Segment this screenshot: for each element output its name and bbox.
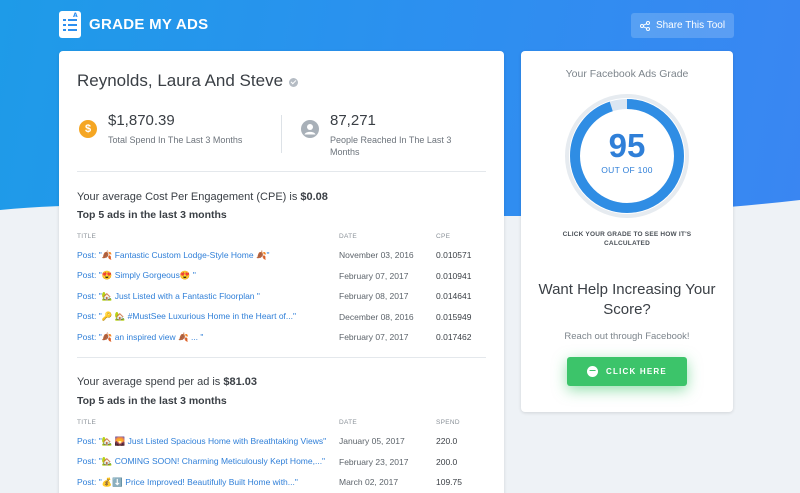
spend-table: TITLE DATE SPEND Post: "🏡 🌄 Just Listed …	[77, 413, 486, 493]
ad-date: January 05, 2017	[339, 436, 405, 447]
share-tool-button[interactable]: Share This Tool	[631, 13, 734, 38]
help-title: Want Help Increasing Your Score?	[538, 281, 716, 318]
ad-title-link[interactable]: Post: "🏡 Just Listed with a Fantastic Fl…	[77, 290, 260, 301]
page-title: Reynolds, Laura And Steve	[77, 71, 299, 91]
cta-label: CLICK HERE	[606, 367, 667, 376]
ad-title-link[interactable]: Post: "🍂 an inspired view 🍂 ... "	[77, 331, 204, 342]
person-icon	[301, 120, 319, 138]
share-icon	[639, 20, 650, 31]
ad-cpe: 0.010571	[436, 250, 472, 261]
column-header-title[interactable]: TITLE	[77, 232, 97, 240]
stats-row: $ $1,870.39 Total Spend In The Last 3 Mo…	[79, 111, 486, 159]
ad-date: February 07, 2017	[339, 270, 409, 281]
stat-total-spend: $ $1,870.39 Total Spend In The Last 3 Mo…	[79, 111, 268, 146]
cpe-table: TITLE DATE CPE Post: "🍂 Fantastic Custom…	[77, 227, 486, 348]
ad-title-link[interactable]: Post: "💰⬇️ Price Improved! Beautifully B…	[77, 476, 298, 487]
ad-cpe: 0.010941	[436, 270, 472, 281]
ad-title-link[interactable]: Post: "🔑 🏡 #MustSee Luxurious Home in th…	[77, 311, 297, 322]
ad-spend: 200.0	[436, 456, 458, 467]
grade-score[interactable]: 95	[608, 127, 646, 164]
messenger-icon	[587, 366, 599, 377]
help-subtitle: Reach out through Facebook!	[564, 331, 690, 342]
dollar-icon: $	[79, 120, 97, 138]
cpe-heading-text: Your average Cost Per Engagement (CPE) i…	[77, 191, 301, 203]
ad-date: November 03, 2016	[339, 250, 414, 261]
cpe-subheading: Top 5 ads in the last 3 months	[77, 209, 227, 221]
brand-logo[interactable]: A GRADE MY ADS	[59, 11, 208, 38]
stat-people-reached: 87,271 People Reached In The Last 3 Mont…	[301, 111, 460, 158]
checklist-icon: A	[59, 11, 81, 38]
grade-title: Your Facebook Ads Grade	[565, 68, 689, 80]
ad-spend: 220.0	[436, 436, 458, 447]
divider	[77, 171, 486, 172]
ad-cpe: 0.015949	[436, 311, 472, 322]
svg-text:A: A	[73, 12, 78, 19]
column-header-date[interactable]: DATE	[339, 418, 358, 426]
table-row: Post: "💰⬇️ Price Improved! Beautifully B…	[77, 472, 486, 493]
spend-subheading: Top 5 ads in the last 3 months	[77, 395, 227, 407]
table-row: Post: "🔑 🏡 #MustSee Luxurious Home in th…	[77, 307, 486, 328]
column-header-title[interactable]: TITLE	[77, 418, 97, 426]
table-row: Post: "😍 Simply Gorgeous😍 " February 07,…	[77, 266, 486, 287]
ads-report-card: Reynolds, Laura And Steve $ $1,870.39 To…	[59, 51, 504, 493]
ad-spend: 109.75	[436, 477, 462, 488]
grade-card: Your Facebook Ads Grade 95 OUT OF 100 CL…	[521, 51, 733, 412]
brand-name: GRADE MY ADS	[89, 16, 209, 33]
ad-date: February 07, 2017	[339, 332, 409, 343]
people-reached-value: 87,271	[330, 112, 376, 129]
ad-title-link[interactable]: Post: "🏡 🌄 Just Listed Spacious Home wit…	[77, 435, 327, 446]
grade-gauge[interactable]	[562, 91, 692, 221]
click-here-button[interactable]: CLICK HERE	[567, 357, 687, 386]
column-header-spend[interactable]: SPEND	[436, 418, 460, 426]
ad-date: March 02, 2017	[339, 477, 399, 488]
ad-date: December 08, 2016	[339, 311, 414, 322]
cpe-value: $0.08	[300, 191, 328, 203]
share-label: Share This Tool	[655, 20, 726, 31]
spend-value: $81.03	[223, 376, 258, 388]
ad-cpe: 0.017462	[436, 332, 472, 343]
people-reached-label: People Reached In The Last 3 Months	[330, 135, 452, 157]
account-name: Reynolds, Laura And Steve	[77, 71, 284, 90]
ad-date: February 23, 2017	[339, 456, 409, 467]
spend-heading-text: Your average spend per ad is	[77, 376, 224, 388]
spend-heading: Your average spend per ad is $81.03	[77, 376, 257, 388]
table-row: Post: "🏡 Just Listed with a Fantastic Fl…	[77, 286, 486, 307]
verified-check-icon	[289, 77, 299, 87]
ad-title-link[interactable]: Post: "🍂 Fantastic Custom Lodge-Style Ho…	[77, 249, 270, 260]
cpe-heading: Your average Cost Per Engagement (CPE) i…	[77, 191, 328, 203]
table-row: Post: "🍂 an inspired view 🍂 ... " Februa…	[77, 327, 486, 348]
total-spend-value: $1,870.39	[108, 112, 175, 129]
ad-cpe: 0.014641	[436, 291, 472, 302]
table-row: Post: "🍂 Fantastic Custom Lodge-Style Ho…	[77, 245, 486, 266]
table-row: Post: "🏡 🌄 Just Listed Spacious Home wit…	[77, 431, 486, 452]
ad-date: February 08, 2017	[339, 291, 409, 302]
grade-out-of: OUT OF 100	[601, 165, 653, 175]
table-row: Post: "🏡 COMING SOON! Charming Meticulou…	[77, 452, 486, 473]
stats-divider	[281, 115, 282, 153]
ad-title-link[interactable]: Post: "😍 Simply Gorgeous😍 "	[77, 270, 196, 281]
grade-gauge-arc	[570, 99, 684, 213]
total-spend-label: Total Spend In The Last 3 Months	[108, 135, 243, 145]
table-header-row: TITLE DATE SPEND	[77, 413, 486, 431]
table-header-row: TITLE DATE CPE	[77, 227, 486, 245]
divider	[77, 357, 486, 358]
column-header-date[interactable]: DATE	[339, 232, 358, 240]
ad-title-link[interactable]: Post: "🏡 COMING SOON! Charming Meticulou…	[77, 456, 326, 467]
grade-hint[interactable]: CLICK YOUR GRADE TO SEE HOW IT'S CALCULA…	[562, 231, 692, 247]
column-header-cpe[interactable]: CPE	[436, 232, 451, 240]
